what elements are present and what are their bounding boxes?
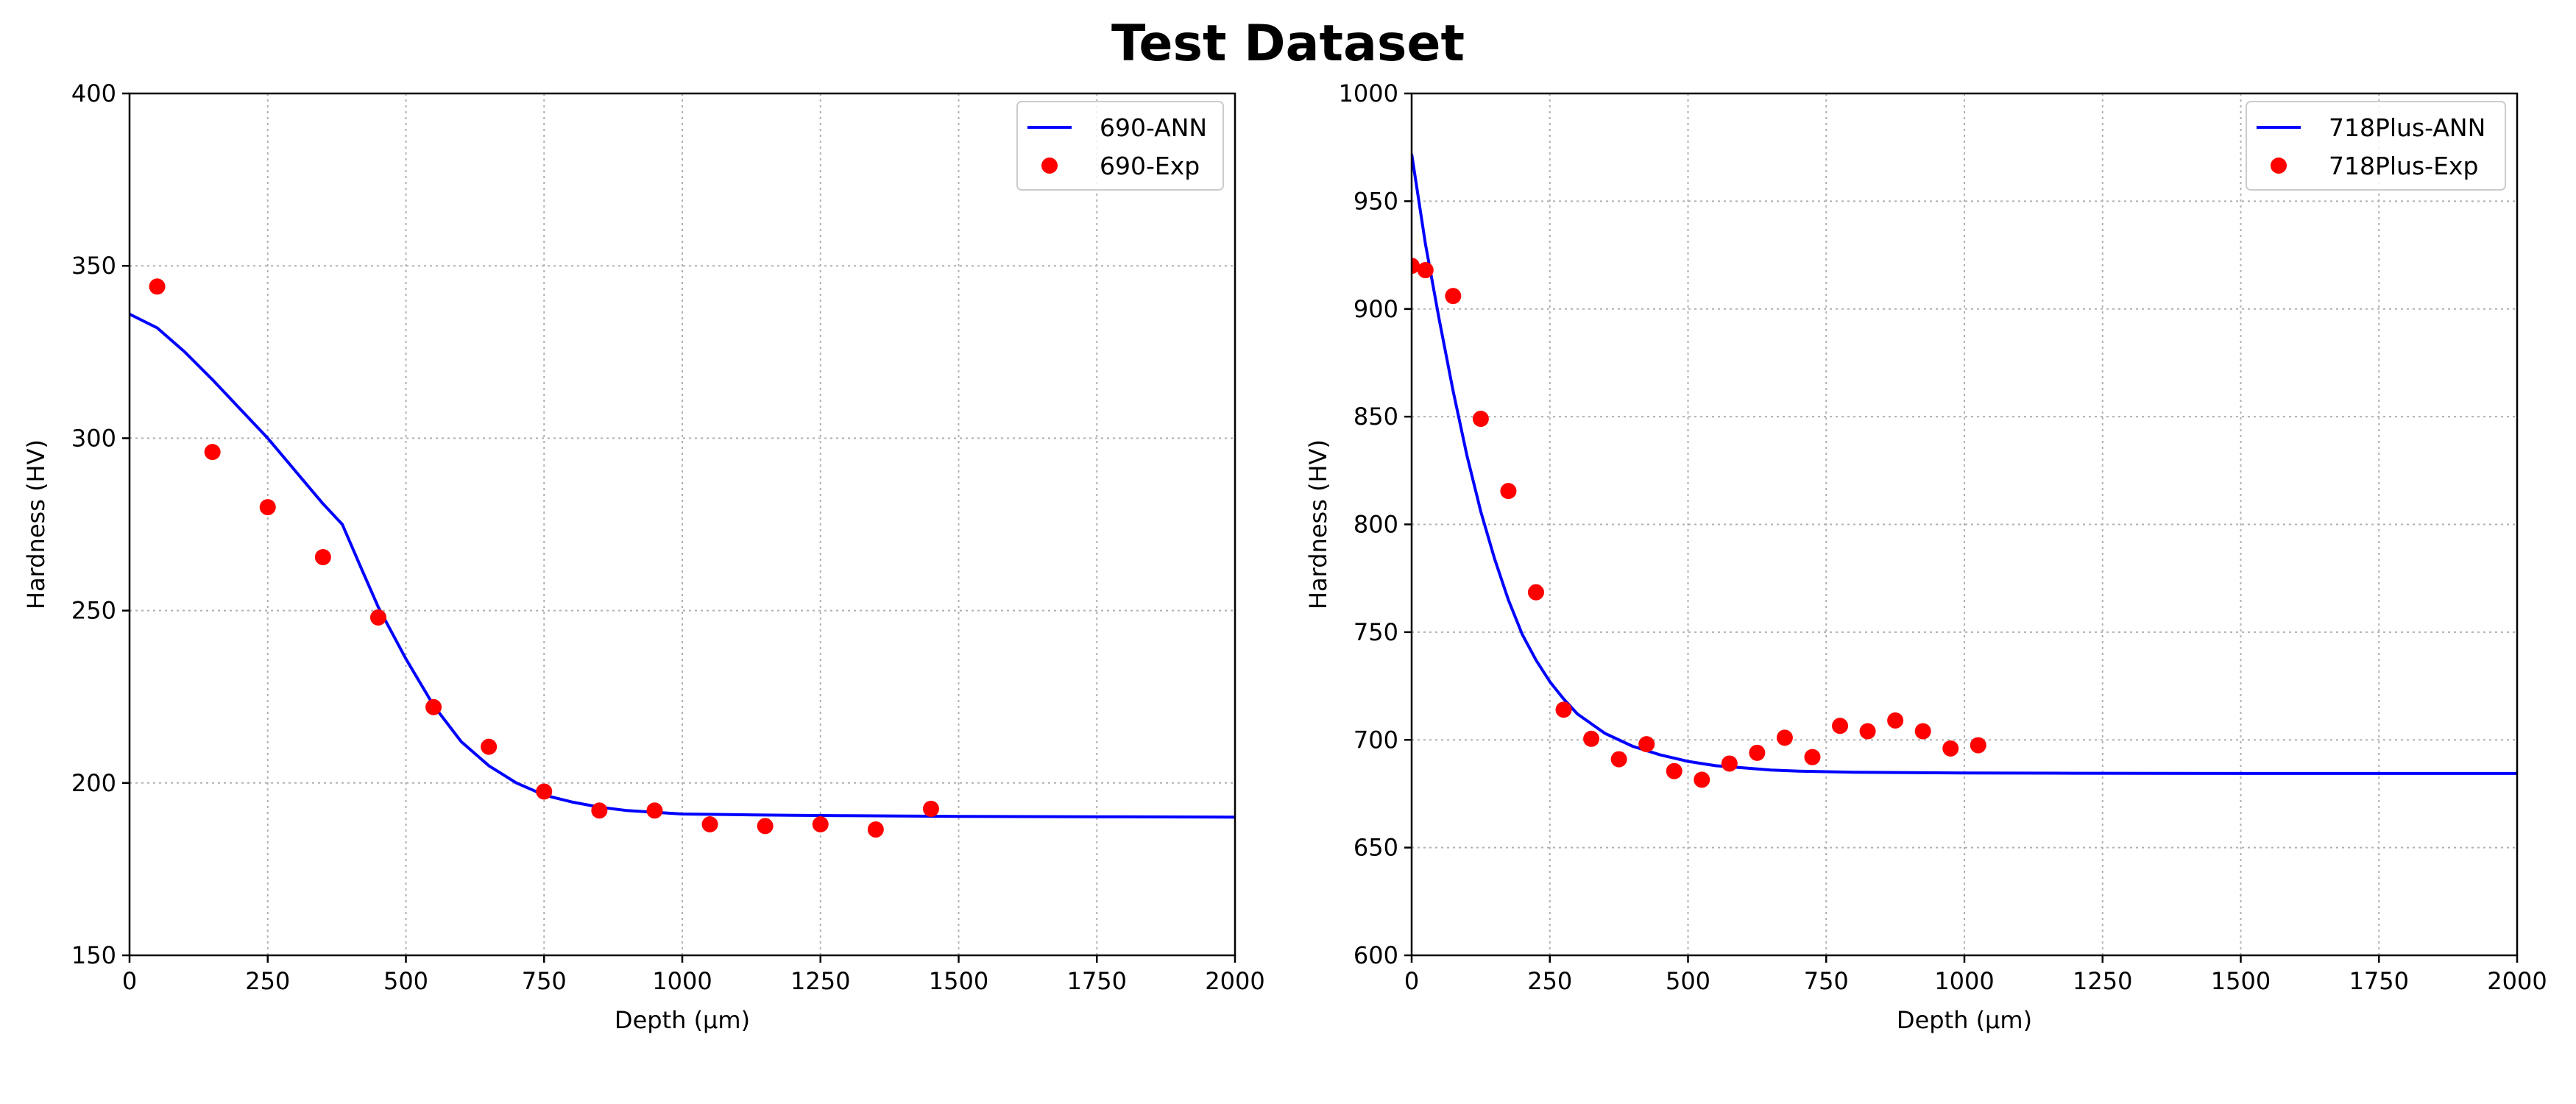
- series-line: [1412, 153, 2517, 775]
- y-tick-label: 1000: [1339, 79, 1398, 107]
- data-point: [1749, 744, 1766, 761]
- plot-718plus: 0 250 500 750 1000 1250 1500 1750 2000 600 650 700 7…: [1304, 79, 2547, 1034]
- y-tick-label: 700: [1354, 726, 1398, 754]
- x-tick-label: 1750: [1067, 967, 1127, 995]
- data-point: [646, 802, 663, 819]
- series-group: [130, 278, 1235, 838]
- data-point: [1555, 701, 1572, 718]
- data-point: [1472, 411, 1489, 428]
- x-axis-label: Depth (μm): [1897, 1006, 2032, 1034]
- plot-690: 0 250 500 750 1000 1250 1500 1750 2000 150 200 250 3…: [22, 79, 1265, 1034]
- y-tick-label: 600: [1354, 941, 1398, 969]
- x-tick-label: 250: [245, 967, 290, 995]
- data-point: [1776, 729, 1793, 746]
- legend-label: 718Plus-ANN: [2329, 113, 2485, 142]
- legend-label: 690-Exp: [1100, 152, 1200, 180]
- series-group: [1412, 153, 2517, 788]
- data-point: [1583, 730, 1600, 747]
- data-point: [1804, 749, 1821, 765]
- data-point: [1527, 584, 1544, 601]
- x-tick-label: 1250: [2073, 967, 2132, 995]
- data-point: [1887, 712, 1904, 729]
- y-tick-label: 400: [71, 79, 116, 107]
- x-tick-label: 500: [383, 967, 428, 995]
- figure-title: Test Dataset: [1111, 15, 1465, 73]
- x-tick-label: 250: [1527, 967, 1572, 995]
- y-tick-label: 650: [1354, 834, 1398, 862]
- data-point: [591, 802, 608, 819]
- data-point: [1694, 771, 1710, 788]
- x-tick-label: 1500: [929, 967, 988, 995]
- data-point: [812, 816, 829, 833]
- data-point: [1445, 288, 1462, 305]
- legend-label: 718Plus-Exp: [2329, 152, 2478, 180]
- x-tick-label: 1000: [1934, 967, 1994, 995]
- y-tick-label: 150: [71, 941, 116, 969]
- x-tick-label: 1250: [790, 967, 850, 995]
- y-tick-label: 250: [71, 597, 116, 625]
- y-tick-label: 800: [1354, 511, 1398, 539]
- data-point: [1859, 723, 1876, 740]
- x-tick-label: 2000: [2487, 967, 2547, 995]
- data-point: [204, 444, 221, 461]
- data-point: [536, 783, 553, 800]
- data-point: [1832, 718, 1849, 735]
- x-tick-label: 1500: [2211, 967, 2271, 995]
- x-tick-label: 500: [1666, 967, 1710, 995]
- x-tick-label: 1000: [652, 967, 712, 995]
- data-point: [1638, 736, 1655, 753]
- x-tick-label: 0: [122, 967, 137, 995]
- x-tick-label: 750: [522, 967, 567, 995]
- data-point: [1942, 740, 1959, 757]
- y-tick-label: 950: [1354, 187, 1398, 215]
- legend-box: [2246, 101, 2506, 191]
- data-point: [425, 698, 442, 715]
- series-line: [130, 313, 1235, 819]
- x-tick-label: 0: [1404, 967, 1419, 995]
- x-tick-label: 2000: [1205, 967, 1264, 995]
- data-point: [1914, 723, 1931, 740]
- y-tick-label: 750: [1354, 618, 1398, 646]
- data-point: [867, 821, 884, 838]
- legend-marker-swatch: [2271, 158, 2287, 174]
- data-point: [314, 548, 331, 565]
- data-point: [1721, 755, 1738, 772]
- y-tick-label: 350: [71, 252, 116, 280]
- y-tick-label: 850: [1354, 403, 1398, 431]
- legend-label: 690-ANN: [1100, 113, 1207, 142]
- data-point: [369, 609, 386, 626]
- data-point: [1500, 483, 1517, 500]
- data-point: [757, 818, 774, 835]
- y-axis-label: Hardness (HV): [22, 439, 50, 609]
- data-point: [922, 800, 939, 817]
- x-tick-label: 1750: [2349, 967, 2409, 995]
- legend-marker-swatch: [1041, 158, 1058, 174]
- data-point: [149, 278, 166, 295]
- y-tick-label: 200: [71, 769, 116, 797]
- data-point: [1666, 762, 1682, 779]
- data-point: [1970, 737, 1986, 754]
- data-point: [259, 499, 276, 516]
- data-point: [701, 816, 718, 833]
- legend-box: [1016, 101, 1224, 191]
- data-point: [1610, 751, 1627, 768]
- x-tick-label: 750: [1804, 967, 1849, 995]
- y-axis-label: Hardness (HV): [1304, 439, 1332, 609]
- x-axis-label: Depth (μm): [615, 1006, 750, 1034]
- data-point: [1417, 262, 1434, 279]
- data-point: [481, 738, 498, 755]
- y-tick-label: 300: [71, 424, 116, 452]
- y-tick-label: 900: [1354, 295, 1398, 323]
